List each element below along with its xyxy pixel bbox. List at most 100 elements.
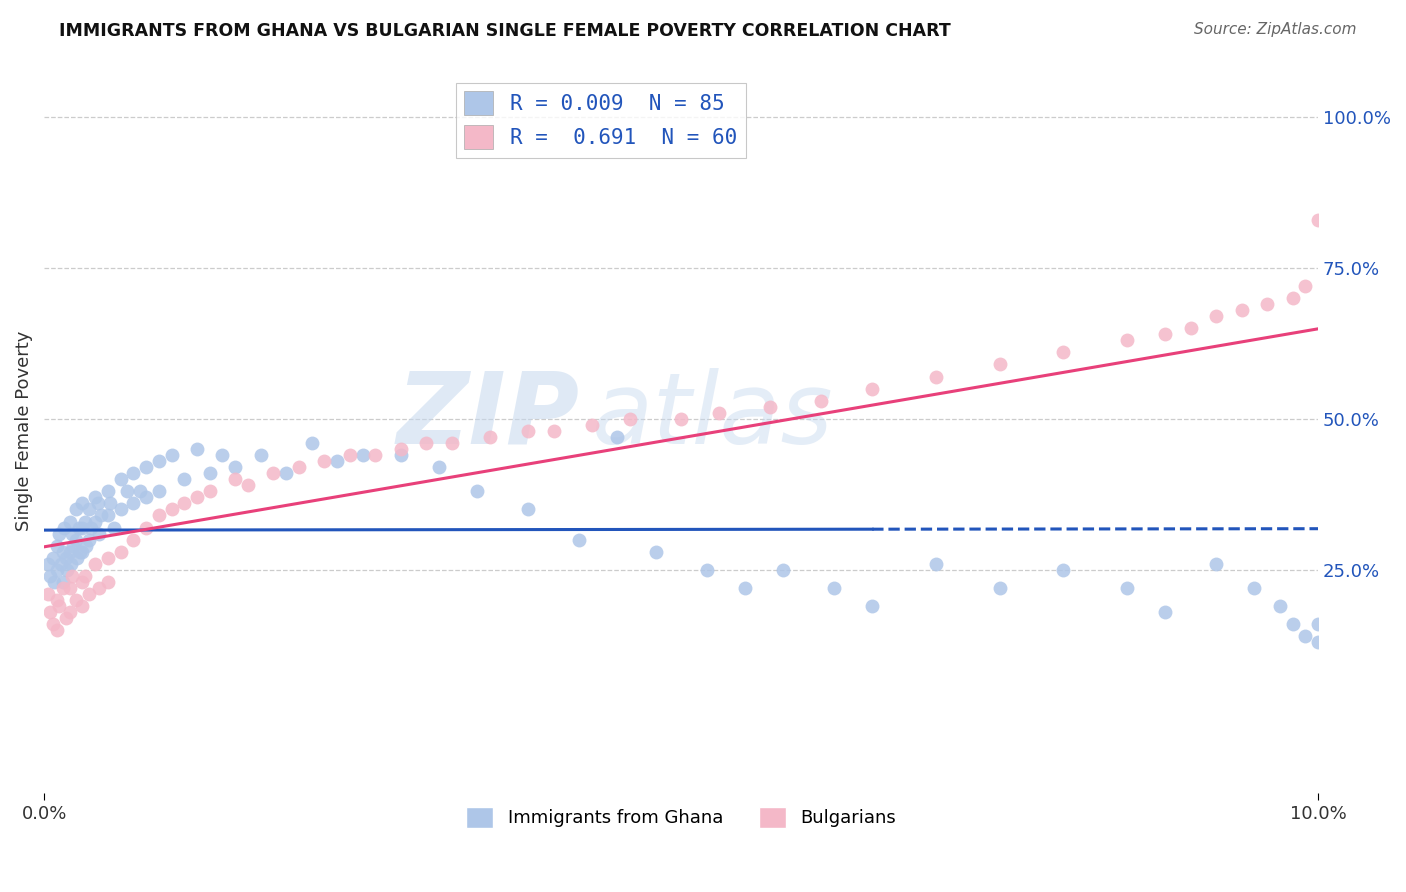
Point [925,369,948,384]
Point [925,557,948,571]
Point [72,545,94,559]
Point [56,563,79,577]
Point [72,574,94,589]
Point [314,454,336,468]
Point [66,550,89,565]
Point [1256,297,1278,311]
Point [1154,327,1177,342]
Point [58,581,80,595]
Point [1294,629,1316,643]
Point [262,467,284,481]
Point [860,382,883,396]
Point [115,484,138,499]
Point [389,448,412,462]
Point [326,454,349,468]
Point [148,508,170,523]
Point [276,467,298,481]
Point [65,593,87,607]
Point [122,533,145,547]
Y-axis label: Single Female Poverty: Single Female Poverty [15,331,32,531]
Point [87,581,110,595]
Point [52,581,75,595]
Point [72,520,94,534]
Point [988,581,1011,595]
Point [148,454,170,468]
Point [58,545,80,559]
Point [42,550,65,565]
Point [517,424,540,438]
Point [52,574,75,589]
Point [44,574,66,589]
Point [249,448,271,462]
Point [173,496,195,510]
Point [148,484,170,499]
Point [98,496,121,510]
Point [72,599,94,613]
Point [39,569,62,583]
Point [301,436,323,450]
Legend: Immigrants from Ghana, Bulgarians: Immigrants from Ghana, Bulgarians [458,800,904,835]
Point [1116,334,1139,348]
Point [669,412,692,426]
Point [543,424,565,438]
Point [87,526,110,541]
Point [110,502,132,516]
Point [103,520,125,534]
Point [1243,581,1265,595]
Point [211,448,233,462]
Point [734,581,756,595]
Point [97,574,120,589]
Point [606,430,628,444]
Point [440,436,463,450]
Point [75,539,97,553]
Point [1116,581,1139,595]
Point [53,520,76,534]
Point [73,569,96,583]
Point [860,599,883,613]
Point [198,484,221,499]
Point [1268,599,1291,613]
Point [37,587,59,601]
Point [135,520,157,534]
Point [1052,563,1074,577]
Point [45,593,67,607]
Point [415,436,437,450]
Point [128,484,150,499]
Point [427,460,450,475]
Point [45,539,67,553]
Point [568,533,591,547]
Point [67,520,90,534]
Point [1281,617,1303,632]
Point [709,406,731,420]
Point [1154,605,1177,619]
Point [772,563,794,577]
Point [37,557,59,571]
Point [479,430,502,444]
Point [288,460,311,475]
Point [59,557,82,571]
Point [58,605,80,619]
Point [52,545,75,559]
Point [1308,635,1330,649]
Point [73,515,96,529]
Point [60,569,83,583]
Point [339,448,361,462]
Point [62,539,84,553]
Point [581,417,603,432]
Text: IMMIGRANTS FROM GHANA VS BULGARIAN SINGLE FEMALE POVERTY CORRELATION CHART: IMMIGRANTS FROM GHANA VS BULGARIAN SINGL… [59,22,950,40]
Point [84,515,107,529]
Point [352,448,374,462]
Point [389,442,412,456]
Point [97,508,120,523]
Point [1230,303,1253,318]
Point [186,491,208,505]
Point [236,478,259,492]
Point [1052,345,1074,359]
Point [49,557,72,571]
Text: Source: ZipAtlas.com: Source: ZipAtlas.com [1194,22,1357,37]
Point [122,496,145,510]
Point [48,599,70,613]
Point [110,545,132,559]
Point [60,526,83,541]
Point [65,533,87,547]
